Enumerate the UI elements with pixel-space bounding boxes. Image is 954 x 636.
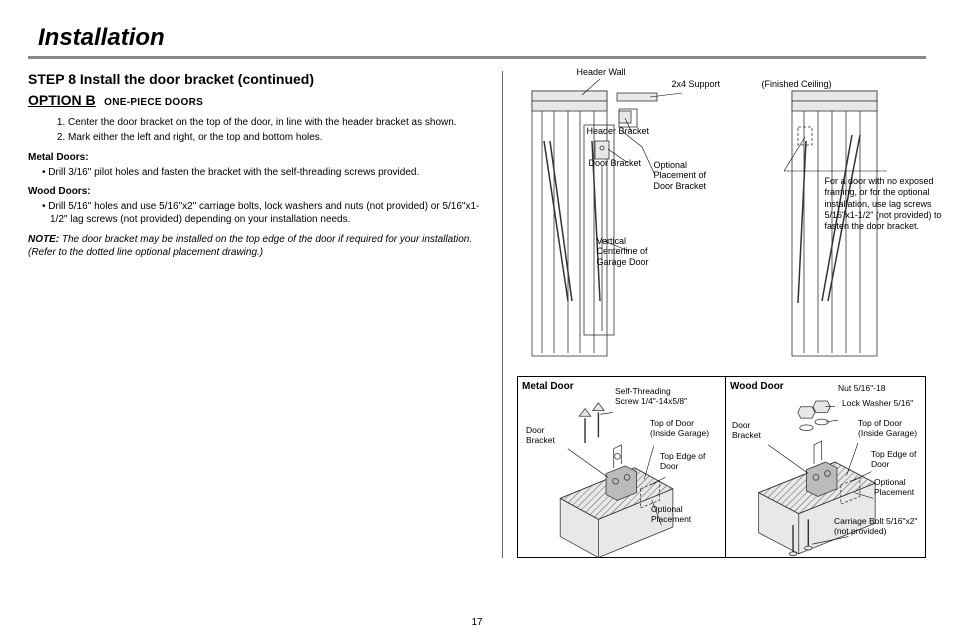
label-header-bracket: Header Bracket bbox=[587, 126, 650, 136]
note: NOTE: The door bracket may be installed … bbox=[28, 233, 488, 260]
main-diagram: Header Wall 2x4 Support (Finished Ceilin… bbox=[522, 71, 922, 366]
right-column: Header Wall 2x4 Support (Finished Ceilin… bbox=[503, 71, 926, 558]
left-column: STEP 8 Install the door bracket (continu… bbox=[28, 71, 503, 558]
w-top-inside: Top of Door (Inside Garage) bbox=[858, 419, 923, 439]
w-optional: Optional Placement bbox=[874, 478, 924, 498]
m-top-inside: Top of Door (Inside Garage) bbox=[650, 419, 715, 439]
wood-detail: Wood Door bbox=[725, 377, 925, 557]
w-nut: Nut 5/16"-18 bbox=[838, 384, 885, 394]
detail-row: Metal Door bbox=[517, 376, 926, 558]
step-item: Center the door bracket on the top of th… bbox=[68, 116, 488, 130]
content-columns: STEP 8 Install the door bracket (continu… bbox=[28, 71, 926, 558]
step-item: Mark either the left and right, or the t… bbox=[68, 131, 488, 145]
wood-title: Wood Door bbox=[730, 381, 921, 392]
w-door-bracket: Door Bracket bbox=[732, 421, 770, 441]
label-2x4: 2x4 Support bbox=[672, 79, 721, 89]
option-sub: ONE-PIECE DOORS bbox=[104, 97, 203, 108]
label-header-wall: Header Wall bbox=[577, 67, 626, 77]
label-ceiling: (Finished Ceiling) bbox=[762, 79, 832, 89]
wood-bullet: • Drill 5/16" holes and use 5/16"x2" car… bbox=[28, 200, 488, 227]
note-text: The door bracket may be installed on the… bbox=[28, 234, 472, 259]
m-screw: Self-Threading Screw 1/4"-14x5/8" bbox=[615, 387, 695, 407]
metal-bullet: • Drill 3/16" pilot holes and fasten the… bbox=[28, 166, 488, 180]
note-label: NOTE: bbox=[28, 234, 59, 245]
m-optional: Optional Placement bbox=[651, 505, 706, 525]
title-rule bbox=[28, 56, 926, 59]
wood-head: Wood Doors: bbox=[28, 186, 488, 197]
label-door-bracket: Door Bracket bbox=[589, 158, 642, 168]
w-top-edge: Top Edge of Door bbox=[871, 450, 921, 470]
option-row: OPTION B ONE-PIECE DOORS bbox=[28, 92, 488, 110]
metal-detail: Metal Door bbox=[518, 377, 717, 557]
w-washer: Lock Washer 5/16" bbox=[842, 399, 913, 409]
page-number: 17 bbox=[0, 617, 954, 628]
page-title: Installation bbox=[28, 24, 926, 52]
option-label: OPTION B bbox=[28, 92, 96, 108]
side-note: For a door with no exposed framing, or f… bbox=[825, 176, 943, 232]
metal-svg bbox=[522, 392, 713, 557]
label-centerline: Vertical Centerline of Garage Door bbox=[597, 236, 652, 267]
step-list: Center the door bracket on the top of th… bbox=[28, 116, 488, 144]
m-top-edge: Top Edge of Door bbox=[660, 452, 715, 472]
metal-head: Metal Doors: bbox=[28, 152, 488, 163]
label-optional: Optional Placement of Door Bracket bbox=[654, 160, 709, 191]
w-carriage: Carriage Bolt 5/16"x2" (not provided) bbox=[834, 517, 929, 537]
m-door-bracket: Door Bracket bbox=[526, 426, 564, 446]
step-title: STEP 8 Install the door bracket (continu… bbox=[28, 71, 488, 87]
